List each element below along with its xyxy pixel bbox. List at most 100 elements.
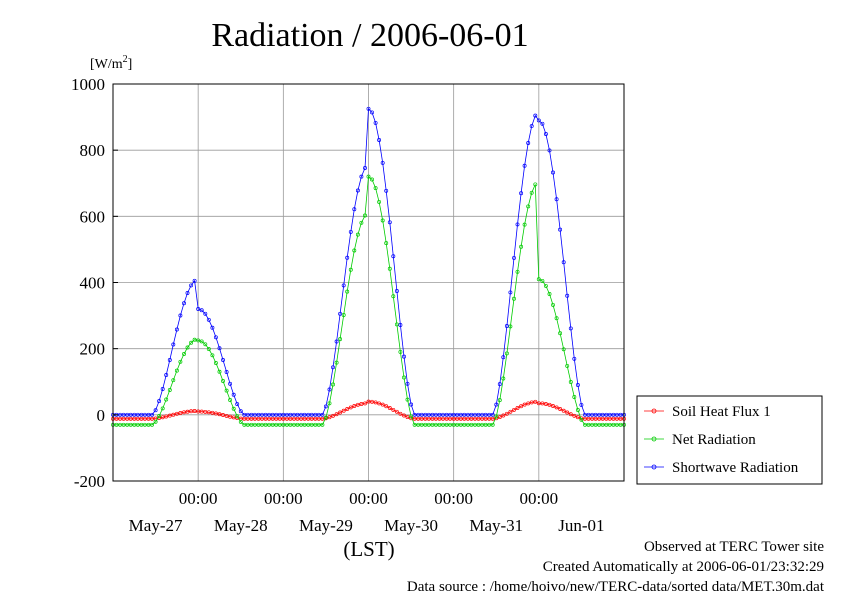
series-point [441,416,445,421]
series-point [441,412,445,417]
series-point [331,413,335,418]
series-point [213,411,218,416]
x-axis-label: (LST) [343,537,394,561]
series-point [402,413,406,418]
series-point [359,174,364,179]
series-point [579,402,584,407]
series-point [363,213,367,218]
series-point [185,291,190,295]
series-point [281,416,286,421]
series-point [316,422,321,427]
series-point [476,416,481,421]
series-point [504,351,509,356]
series-point [412,416,417,421]
series-point [114,416,119,421]
series-point [171,378,176,383]
series-point [426,422,431,427]
series-point [366,174,371,179]
series-point [483,422,488,427]
series-point [192,409,197,413]
series-point [288,422,293,427]
series-point [519,404,524,409]
series-point [394,322,399,327]
series-point [316,416,321,421]
y-axis-unit: [W/m2] [90,54,132,72]
series-point [185,345,190,350]
series-point [302,416,307,421]
series-point [504,324,509,328]
series-point [384,241,389,246]
series-point [267,422,272,427]
series-point [171,412,176,417]
series-point [607,416,612,421]
series-point [476,422,481,427]
series-point [543,132,548,136]
series-point [554,197,559,202]
series-point [228,381,233,386]
series-point [302,412,307,417]
y-tick-label: 200 [80,340,106,359]
series-point [352,404,357,408]
series-point [426,416,431,421]
series-point [455,422,460,427]
x-time-label: 00:00 [434,489,473,508]
series-point [323,404,328,409]
series-point [497,382,502,387]
series-point [182,301,186,306]
series-point [391,254,396,259]
series-point [157,399,162,404]
series-point [217,346,222,351]
series-point [274,416,279,421]
series-point [210,410,215,415]
series-point [150,412,154,417]
series-point [575,415,580,420]
series-point [309,416,314,421]
series-point [338,337,343,342]
x-date-label: May-28 [214,516,268,535]
series-point [409,402,414,407]
series-point [348,229,353,234]
series-point [235,402,240,407]
series-point [206,410,211,415]
x-time-label: 00:00 [519,489,558,508]
series-point [529,400,534,405]
series-point [448,412,453,417]
series-point [572,356,577,361]
series-point [213,335,218,340]
series-point [231,406,236,411]
series-point [345,255,350,260]
series-point [252,412,257,417]
series-point [167,358,172,362]
series-point [295,416,300,421]
series-point [252,416,257,421]
series-point [345,407,350,411]
series-point [526,204,531,209]
series-point [228,398,233,402]
legend-box [636,395,823,485]
series-point [448,422,453,427]
series-point [128,416,133,421]
series-point [334,360,339,365]
series-point [497,415,502,420]
series-point [533,113,538,118]
series-point [412,412,417,417]
series-point [160,415,165,420]
series-point [135,416,140,421]
series-point [245,416,250,421]
series-point [309,412,314,417]
series-point [607,422,612,427]
footer-source: Data source : /home/hoivo/new/TERC-data/… [407,579,825,595]
series-point [160,406,165,411]
series-point [490,422,495,427]
series-point [433,412,438,417]
series-point [114,422,119,427]
series-point [377,138,382,142]
series-point [174,368,179,373]
series-point [231,415,236,420]
series-point [561,408,566,413]
series-point [398,349,403,354]
y-tick-labels: -200 0 200 400 600 800 1000 [71,75,118,491]
series-point [614,422,619,427]
series-point [462,412,467,417]
